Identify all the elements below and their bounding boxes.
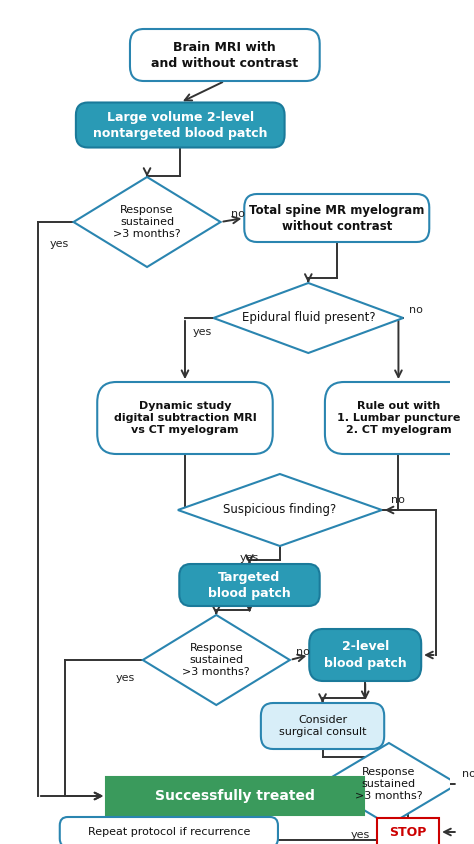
FancyBboxPatch shape [309,629,421,681]
Text: Suspicious finding?: Suspicious finding? [223,504,337,517]
Text: STOP: STOP [389,825,427,838]
FancyBboxPatch shape [244,194,429,242]
Text: Response
sustained
>3 months?: Response sustained >3 months? [355,766,423,802]
FancyBboxPatch shape [130,29,319,81]
Text: Brain MRI with
and without contrast: Brain MRI with and without contrast [151,41,299,69]
Text: Consider
surgical consult: Consider surgical consult [279,715,366,737]
FancyBboxPatch shape [377,818,439,844]
Polygon shape [213,283,403,353]
Text: yes: yes [49,239,69,249]
FancyBboxPatch shape [60,817,278,844]
Text: Response
sustained
>3 months?: Response sustained >3 months? [182,642,250,678]
Text: no: no [296,647,310,657]
Text: Targeted
blood patch: Targeted blood patch [208,571,291,599]
Text: yes: yes [240,553,259,563]
Text: Repeat protocol if recurrence: Repeat protocol if recurrence [88,827,250,837]
Text: Total spine MR myelogram
without contrast: Total spine MR myelogram without contras… [249,203,424,232]
Text: no: no [463,769,474,779]
Text: no: no [392,495,405,505]
Text: Large volume 2-level
nontargeted blood patch: Large volume 2-level nontargeted blood p… [93,111,267,139]
Polygon shape [73,177,220,267]
FancyBboxPatch shape [97,382,273,454]
Text: 2-level
blood patch: 2-level blood patch [324,641,407,669]
FancyBboxPatch shape [179,564,319,606]
Text: Rule out with
1. Lumbar puncture
2. CT myelogram: Rule out with 1. Lumbar puncture 2. CT m… [337,401,460,436]
Polygon shape [178,474,382,546]
FancyBboxPatch shape [325,382,472,454]
Text: Dynamic study
digital subtraction MRI
vs CT myelogram: Dynamic study digital subtraction MRI vs… [114,401,256,436]
FancyBboxPatch shape [76,102,284,148]
Text: Response
sustained
>3 months?: Response sustained >3 months? [113,204,181,240]
Polygon shape [143,615,290,705]
Text: no: no [409,305,423,315]
FancyBboxPatch shape [106,777,365,815]
Text: yes: yes [116,673,135,683]
FancyBboxPatch shape [261,703,384,749]
Text: yes: yes [192,327,212,337]
Text: Epidural fluid present?: Epidural fluid present? [241,311,375,324]
Polygon shape [320,743,458,825]
Text: Successfully treated: Successfully treated [155,789,315,803]
Text: yes: yes [351,830,370,840]
Text: no: no [231,209,245,219]
